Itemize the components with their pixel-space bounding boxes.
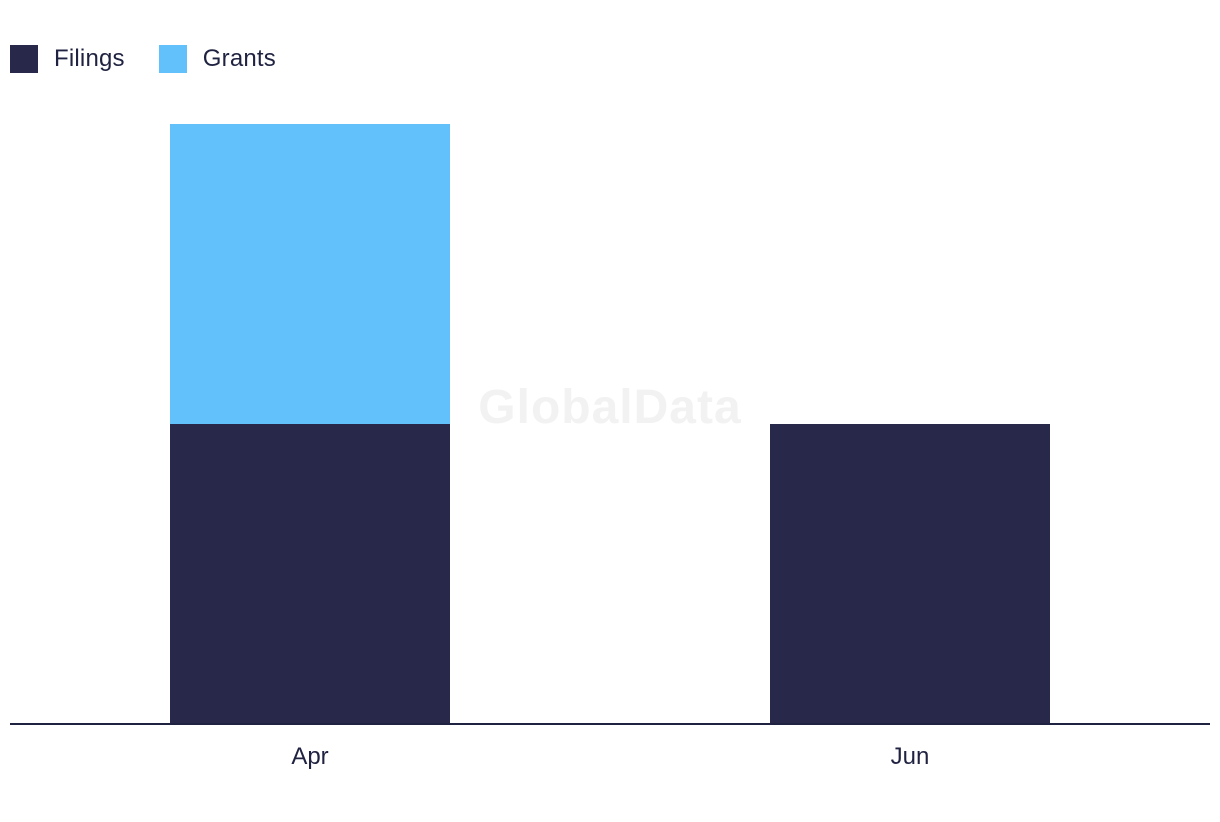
legend: Filings Grants [10,44,276,74]
x-tick-label-apr: Apr [291,743,328,770]
x-tick-labels: Apr Jun [291,743,929,770]
legend-label-grants: Grants [202,45,276,72]
legend-swatch-filings [10,45,38,73]
x-tick-label-jun: Jun [891,743,930,770]
bar-filings-apr [170,424,450,724]
bar-grants-apr [170,124,450,424]
legend-item-filings: Filings [10,45,125,73]
bar-filings-jun [770,424,1050,724]
legend-swatch-grants [158,45,187,73]
watermark: GlobalData [478,381,742,434]
legend-item-grants: Grants [158,45,276,73]
bars-group [170,124,1050,724]
legend-label-filings: Filings [54,45,125,72]
